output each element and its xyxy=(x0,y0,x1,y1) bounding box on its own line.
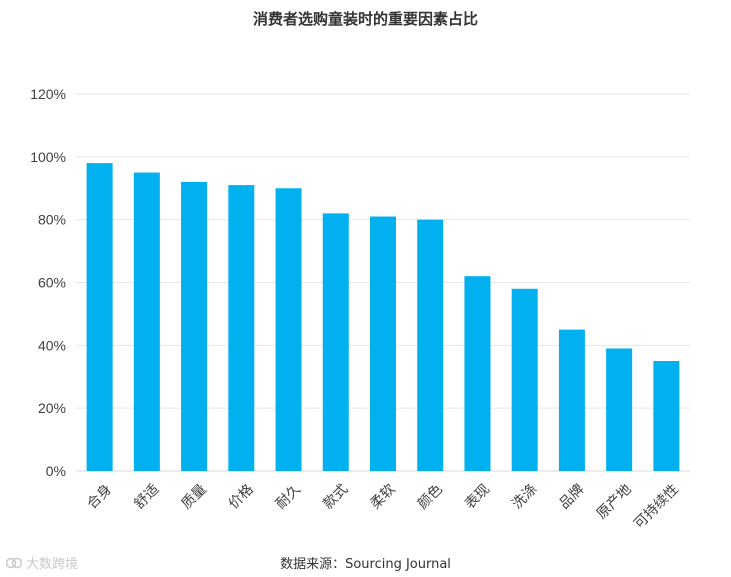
bar xyxy=(322,213,349,471)
x-tick-label: 合身 xyxy=(84,481,115,512)
bar xyxy=(370,216,396,471)
y-tick-label: 120% xyxy=(30,86,66,102)
y-tick-label: 100% xyxy=(30,149,66,165)
x-tick-label: 舒适 xyxy=(131,481,162,512)
x-tick-label: 款式 xyxy=(320,481,351,512)
x-tick-label: 原产地 xyxy=(594,481,635,522)
bar xyxy=(275,188,302,471)
chart-title: 消费者选购童装时的重要因素占比 xyxy=(252,10,478,28)
x-tick-label: 表现 xyxy=(462,481,493,512)
x-tick-label: 品牌 xyxy=(556,481,588,513)
watermark-text: 大数跨境 xyxy=(26,557,79,572)
watermark: 大数跨境 xyxy=(6,553,78,572)
bar xyxy=(417,219,444,471)
source-note: 数据来源：Sourcing Journal xyxy=(280,557,451,572)
bar xyxy=(464,276,491,471)
x-tick-label: 柔软 xyxy=(367,481,398,512)
x-tick-label: 可持续性 xyxy=(630,481,682,533)
x-tick-label: 颜色 xyxy=(414,481,446,513)
bar xyxy=(133,172,160,471)
y-tick-label: 20% xyxy=(38,400,66,416)
y-tick-label: 40% xyxy=(38,337,66,353)
y-tick-label: 60% xyxy=(38,275,66,291)
y-axis-ticks: 0% 20% 40% 60% 80% 100% 120% xyxy=(30,86,66,479)
bar xyxy=(558,329,585,471)
bar xyxy=(511,288,538,471)
y-tick-label: 80% xyxy=(38,212,66,228)
bar xyxy=(228,185,255,471)
bars xyxy=(86,163,680,471)
bar xyxy=(86,163,113,471)
x-tick-label: 耐久 xyxy=(273,481,304,512)
x-tick-label: 质量 xyxy=(179,481,210,512)
x-tick-label: 洗涤 xyxy=(509,481,540,512)
bar xyxy=(606,348,633,471)
y-tick-label: 0% xyxy=(46,463,66,479)
bar xyxy=(181,181,208,471)
bar xyxy=(653,361,680,471)
brand-logo-icon xyxy=(6,557,22,568)
x-tick-label: 价格 xyxy=(226,481,257,512)
